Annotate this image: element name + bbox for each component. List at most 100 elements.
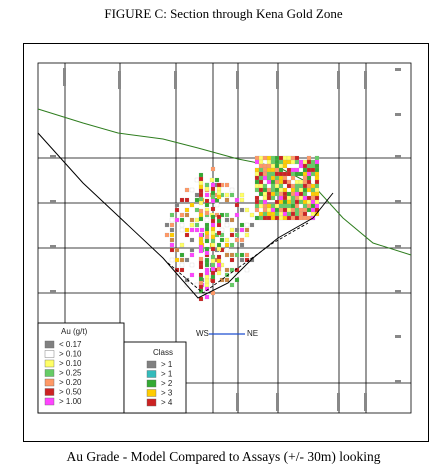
model-block — [174, 257, 180, 263]
model-block — [282, 159, 288, 165]
legend-au-item-swatch — [44, 350, 55, 358]
model-block — [239, 257, 245, 263]
model-block — [266, 155, 272, 161]
model-block — [270, 187, 276, 193]
model-block — [258, 211, 264, 217]
model-block — [229, 252, 235, 258]
model-block — [258, 199, 264, 205]
model-block — [189, 247, 195, 253]
model-block — [298, 171, 304, 177]
model-block — [254, 167, 260, 173]
model-block — [216, 246, 222, 252]
model-block — [179, 222, 185, 228]
model-block — [198, 264, 204, 270]
model-block — [198, 284, 204, 290]
model-block — [290, 211, 296, 217]
model-block — [229, 232, 235, 238]
model-block — [290, 191, 296, 197]
model-block — [278, 183, 284, 189]
model-block — [189, 252, 195, 258]
model-block — [266, 187, 272, 193]
model-block — [210, 166, 216, 172]
model-block — [274, 155, 280, 161]
model-block — [282, 175, 288, 181]
model-block — [216, 190, 222, 196]
model-block — [262, 191, 268, 197]
model-block — [286, 179, 292, 185]
model-block — [239, 207, 245, 213]
model-block — [270, 207, 276, 213]
model-block — [210, 186, 216, 192]
model-block — [210, 230, 216, 236]
model-block — [266, 195, 272, 201]
model-block — [290, 203, 296, 209]
model-block — [266, 207, 272, 213]
legend-au-item-swatch — [44, 397, 55, 406]
model-block — [239, 197, 245, 203]
model-block — [294, 167, 300, 173]
model-block — [254, 183, 260, 189]
legend-au-item-swatch — [44, 369, 55, 377]
model-block — [290, 171, 296, 177]
legend-class-item-swatch — [146, 389, 157, 397]
model-block — [214, 202, 220, 208]
model-block — [262, 175, 268, 181]
model-block — [266, 203, 272, 209]
model-block — [302, 195, 308, 201]
model-block — [270, 155, 276, 161]
model-block — [204, 278, 210, 284]
legend-class-item-label: > 4 — [161, 398, 173, 407]
model-block — [179, 257, 185, 263]
direction-right-label: NE — [247, 329, 258, 338]
model-block — [239, 227, 245, 233]
model-block — [204, 234, 210, 240]
model-block — [278, 211, 284, 217]
model-block — [254, 207, 260, 213]
model-block — [229, 267, 235, 273]
model-block — [282, 171, 288, 177]
model-block — [310, 159, 316, 165]
model-block — [239, 252, 245, 258]
model-block — [274, 171, 280, 177]
legend-class-item-label: > 3 — [161, 389, 173, 398]
model-block — [184, 207, 190, 213]
model-block — [244, 252, 250, 258]
model-block — [198, 212, 204, 218]
model-block — [302, 211, 308, 217]
model-block — [249, 222, 255, 228]
model-block — [270, 183, 276, 189]
model-block — [310, 183, 316, 189]
model-block — [216, 242, 222, 248]
model-block — [270, 163, 276, 169]
model-block — [189, 217, 195, 223]
topography-line — [37, 108, 412, 256]
model-block — [204, 286, 210, 292]
model-block — [294, 179, 300, 185]
model-block — [210, 270, 216, 276]
legend-class-item-label: > 2 — [161, 379, 173, 388]
model-block — [198, 240, 204, 246]
model-block — [210, 242, 216, 248]
legend-class: Class > 1> 1> 2> 3> 4 — [123, 341, 187, 414]
model-block — [194, 197, 200, 203]
model-block — [169, 242, 175, 248]
model-block — [179, 227, 185, 233]
model-block — [179, 242, 185, 248]
model-block — [204, 246, 210, 252]
model-block — [216, 254, 222, 260]
model-block — [234, 252, 240, 258]
model-block — [210, 274, 216, 280]
model-block — [314, 199, 320, 205]
model-block — [270, 171, 276, 177]
model-block — [204, 226, 210, 232]
model-block — [210, 266, 216, 272]
model-block — [302, 171, 308, 177]
model-block — [169, 222, 175, 228]
model-block — [274, 163, 280, 169]
model-block — [249, 212, 255, 218]
model-block — [198, 272, 204, 278]
model-block — [258, 215, 264, 221]
model-block — [204, 222, 210, 228]
model-block — [210, 258, 216, 264]
model-block — [254, 179, 260, 185]
